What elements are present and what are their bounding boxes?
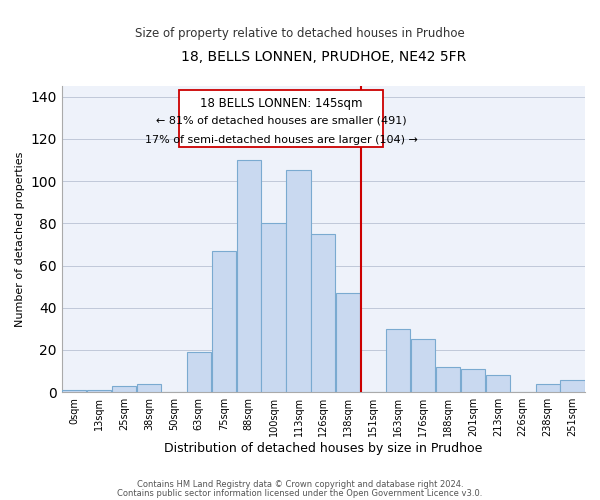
Bar bbox=[436, 367, 460, 392]
Bar bbox=[486, 376, 510, 392]
Bar bbox=[87, 390, 111, 392]
X-axis label: Distribution of detached houses by size in Prudhoe: Distribution of detached houses by size … bbox=[164, 442, 482, 455]
Text: Size of property relative to detached houses in Prudhoe: Size of property relative to detached ho… bbox=[135, 28, 465, 40]
Bar bbox=[560, 380, 584, 392]
FancyBboxPatch shape bbox=[179, 90, 383, 147]
Y-axis label: Number of detached properties: Number of detached properties bbox=[15, 152, 25, 327]
Text: Contains public sector information licensed under the Open Government Licence v3: Contains public sector information licen… bbox=[118, 488, 482, 498]
Bar bbox=[336, 293, 361, 392]
Bar bbox=[187, 352, 211, 392]
Text: ← 81% of detached houses are smaller (491): ← 81% of detached houses are smaller (49… bbox=[156, 116, 406, 126]
Bar bbox=[461, 369, 485, 392]
Text: 18 BELLS LONNEN: 145sqm: 18 BELLS LONNEN: 145sqm bbox=[200, 96, 362, 110]
Bar bbox=[212, 250, 236, 392]
Text: Contains HM Land Registry data © Crown copyright and database right 2024.: Contains HM Land Registry data © Crown c… bbox=[137, 480, 463, 489]
Bar bbox=[286, 170, 311, 392]
Bar bbox=[411, 340, 435, 392]
Bar bbox=[62, 390, 86, 392]
Bar bbox=[386, 329, 410, 392]
Bar bbox=[137, 384, 161, 392]
Title: 18, BELLS LONNEN, PRUDHOE, NE42 5FR: 18, BELLS LONNEN, PRUDHOE, NE42 5FR bbox=[181, 50, 466, 64]
Bar bbox=[112, 386, 136, 392]
Text: 17% of semi-detached houses are larger (104) →: 17% of semi-detached houses are larger (… bbox=[145, 134, 418, 144]
Bar bbox=[536, 384, 560, 392]
Bar bbox=[262, 224, 286, 392]
Bar bbox=[236, 160, 261, 392]
Bar bbox=[311, 234, 335, 392]
